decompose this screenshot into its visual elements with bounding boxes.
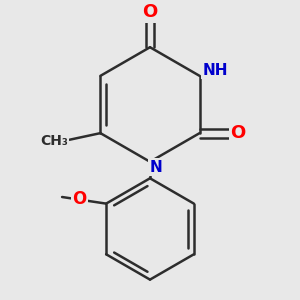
Text: N: N <box>149 160 162 175</box>
Text: O: O <box>230 124 246 142</box>
Text: NH: NH <box>202 63 228 78</box>
Text: CH₃: CH₃ <box>40 134 68 148</box>
Text: O: O <box>73 190 87 208</box>
Text: O: O <box>142 3 158 21</box>
